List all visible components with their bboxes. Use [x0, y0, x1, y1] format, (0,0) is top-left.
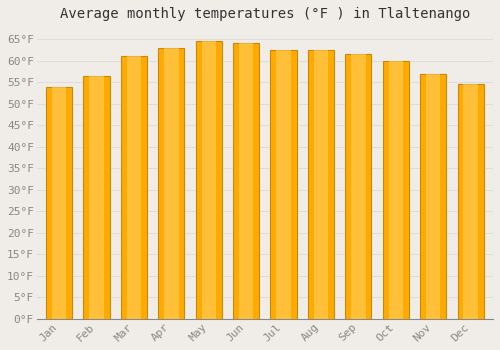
Bar: [84, 76, 110, 319]
Bar: [202, 41, 216, 319]
Bar: [388, 61, 403, 319]
Bar: [196, 41, 222, 319]
Bar: [233, 43, 260, 319]
Bar: [90, 76, 104, 319]
Bar: [458, 84, 483, 319]
Bar: [127, 56, 141, 319]
Bar: [314, 50, 328, 319]
Bar: [464, 84, 478, 319]
Bar: [158, 48, 184, 319]
Bar: [351, 54, 366, 319]
Bar: [276, 50, 291, 319]
Bar: [308, 50, 334, 319]
Bar: [270, 50, 296, 319]
Bar: [420, 74, 446, 319]
Title: Average monthly temperatures (°F ) in Tlaltenango: Average monthly temperatures (°F ) in Tl…: [60, 7, 470, 21]
Bar: [346, 54, 372, 319]
Bar: [52, 86, 66, 319]
Bar: [121, 56, 147, 319]
Bar: [164, 48, 178, 319]
Bar: [382, 61, 409, 319]
Bar: [426, 74, 440, 319]
Bar: [239, 43, 254, 319]
Bar: [46, 86, 72, 319]
